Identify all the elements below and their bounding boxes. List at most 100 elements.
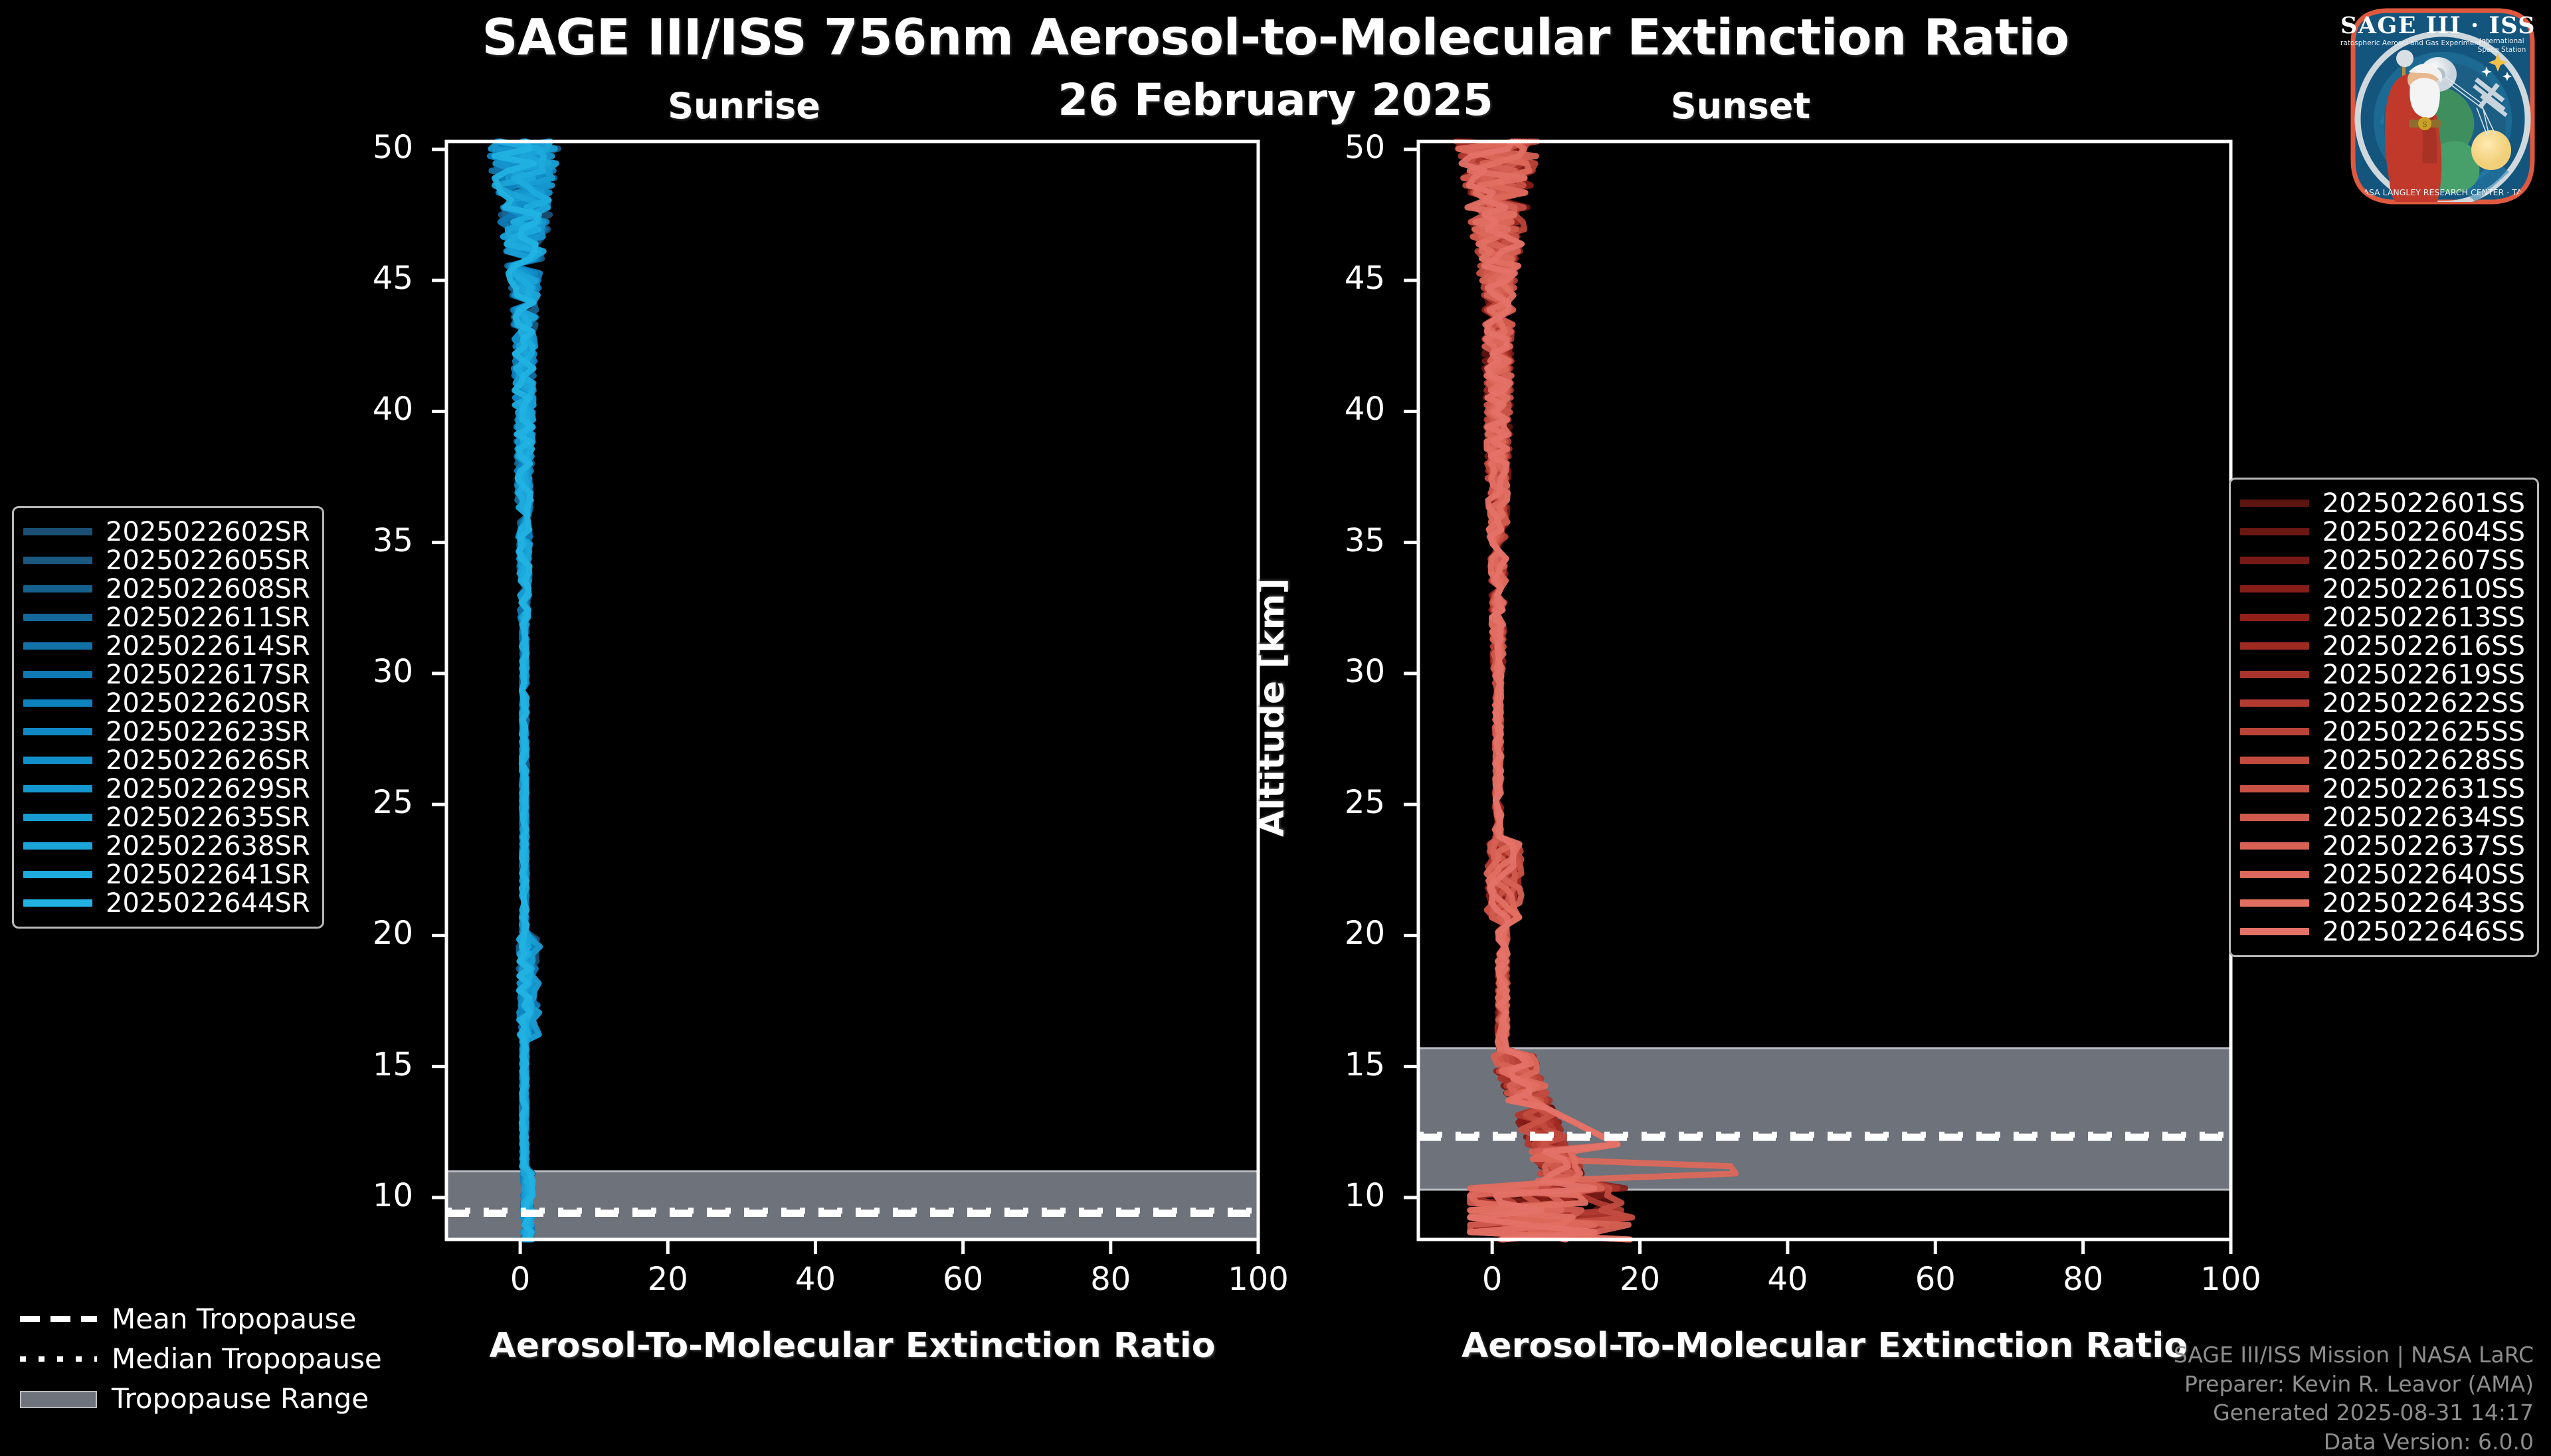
y-tick-label: 30 [372,652,413,690]
legend-color-swatch [23,528,92,535]
legend-label: 2025022616SS [2322,630,2525,662]
legend-label-mean-tropopause: Mean Tropopause [112,1302,357,1335]
legend-item[interactable]: 2025022641SR [23,860,310,890]
legend-item[interactable]: 2025022623SR [23,717,310,747]
y-tick-label: 10 [372,1176,413,1214]
legend-item[interactable]: 2025022622SS [2239,687,2525,719]
legend-color-swatch [23,699,92,707]
legend-color-swatch [23,614,92,621]
legend-item[interactable]: 2025022640SS [2239,859,2525,890]
legend-label: 2025022620SR [106,687,310,719]
legend-color-swatch [2239,528,2309,535]
legend-label: 2025022617SR [106,659,310,690]
legend-item[interactable]: 2025022617SR [23,659,310,690]
legend-color-swatch [23,871,92,878]
legend-label: 2025022644SR [106,887,310,919]
legend-color-swatch [23,671,92,678]
legend-item[interactable]: 2025022619SS [2239,660,2525,690]
legend-item[interactable]: 2025022625SS [2239,717,2525,747]
footer-mission: SAGE III/ISS Mission | NASA LaRC [2173,1342,2534,1368]
legend-label: 2025022613SS [2322,602,2525,633]
legend-item[interactable]: 2025022602SR [23,516,310,547]
legend-item[interactable]: 2025022614SR [23,631,310,662]
legend-label: 2025022622SS [2322,687,2525,719]
legend-item[interactable]: 2025022638SR [23,831,310,862]
legend-color-swatch [2239,928,2309,935]
legend-label: 2025022637SS [2322,830,2525,862]
legend-label: 2025022604SS [2322,516,2525,547]
legend-label: 2025022635SR [106,802,310,833]
legend-item[interactable]: 2025022616SS [2239,630,2525,662]
legend-item[interactable]: 2025022643SS [2239,887,2525,919]
sunrise-x-axis-label: Aerosol-To-Molecular Extinction Ratio [489,1326,1216,1366]
legend-label: 2025022628SS [2322,745,2525,776]
legend-label: 2025022608SR [106,573,310,604]
sunset-panel-heading: Sunset [1670,85,1811,127]
x-tick-label: 40 [1767,1261,1808,1298]
legend-item[interactable]: 2025022601SS [2239,488,2525,519]
legend-label: 2025022626SR [106,745,310,776]
legend-item[interactable]: 2025022613SS [2239,602,2525,633]
legend-item[interactable]: 2025022626SR [23,745,310,776]
legend-item[interactable]: 2025022646SS [2239,917,2525,947]
y-tick-label: 40 [372,391,413,428]
legend-item[interactable]: 2025022608SR [23,573,310,604]
y-tick-label: 15 [372,1046,413,1083]
legend-label: 2025022640SS [2322,859,2525,890]
y-tick-label: 10 [1344,1176,1385,1214]
legend-color-swatch [2239,642,2309,650]
legend-color-swatch [2239,814,2309,821]
sunrise-series-legend[interactable]: 2025022602SR 2025022605SR 2025022608SR 2025… [12,506,324,929]
legend-color-swatch [2239,500,2309,507]
legend-item[interactable]: 2025022607SS [2239,545,2525,576]
legend-label: 2025022610SS [2322,573,2525,604]
legend-item[interactable]: 2025022635SR [23,802,310,833]
legend-item[interactable]: 2025022605SR [23,545,310,576]
x-tick-label: 20 [647,1261,688,1298]
legend-color-swatch [23,585,92,592]
legend-item[interactable]: 2025022610SS [2239,573,2525,604]
legend-color-swatch [2239,585,2309,592]
x-tick-label: 60 [943,1261,984,1298]
footer-data-version: Data Version: 6.0.0 [2323,1428,2534,1455]
legend-label: 2025022629SR [106,773,310,804]
legend-item[interactable]: 2025022629SR [23,773,310,804]
sunset-y-axis-label: Altitude [km] [1252,577,1292,837]
legend-color-swatch [23,785,92,792]
y-tick-label: 35 [1344,521,1385,559]
legend-label: 2025022602SR [106,516,310,547]
legend-color-swatch [23,642,92,650]
tropopause-legend: Mean Tropopause Median Tropopause Tropop… [20,1299,382,1418]
legend-item[interactable]: 2025022611SR [23,602,310,633]
legend-label: 2025022607SS [2322,545,2525,576]
y-tick-label: 40 [1344,391,1385,428]
sunset-series-legend[interactable]: 2025022601SS 2025022604SS 2025022607SS 2025… [2228,478,2539,957]
legend-color-swatch [2239,671,2309,678]
legend-item[interactable]: 2025022644SR [23,887,310,919]
legend-label-tropopause-range: Tropopause Range [112,1382,369,1415]
legend-item[interactable]: 2025022631SS [2239,774,2525,804]
x-tick-label: 100 [1228,1261,1289,1298]
legend-color-swatch [23,814,92,821]
legend-color-swatch [2239,614,2309,621]
legend-item[interactable]: 2025022604SS [2239,516,2525,547]
legend-label: 2025022643SS [2322,887,2525,919]
legend-item[interactable]: 2025022637SS [2239,830,2525,862]
legend-item[interactable]: 2025022620SR [23,687,310,719]
sunset-x-axis-label: Aerosol-To-Molecular Extinction Ratio [1462,1326,2188,1366]
band-swatch-icon [20,1390,97,1408]
legend-color-swatch [2239,757,2309,764]
y-tick-label: 45 [372,260,413,298]
svg-text:Space Station: Space Station [2478,46,2526,54]
legend-item[interactable]: 2025022634SS [2239,802,2525,833]
legend-color-swatch [2239,899,2309,907]
page-title: SAGE III/ISS 756nm Aerosol-to-Molecular … [482,8,2069,66]
y-tick-label: 50 [372,128,413,166]
legend-label: 2025022611SR [106,602,310,633]
svg-text:S: S [2422,120,2427,129]
legend-color-swatch [2239,842,2309,850]
legend-color-swatch [2239,557,2309,564]
legend-item[interactable]: 2025022628SS [2239,745,2525,776]
legend-color-swatch [23,757,92,764]
x-tick-label: 20 [1619,1261,1661,1298]
